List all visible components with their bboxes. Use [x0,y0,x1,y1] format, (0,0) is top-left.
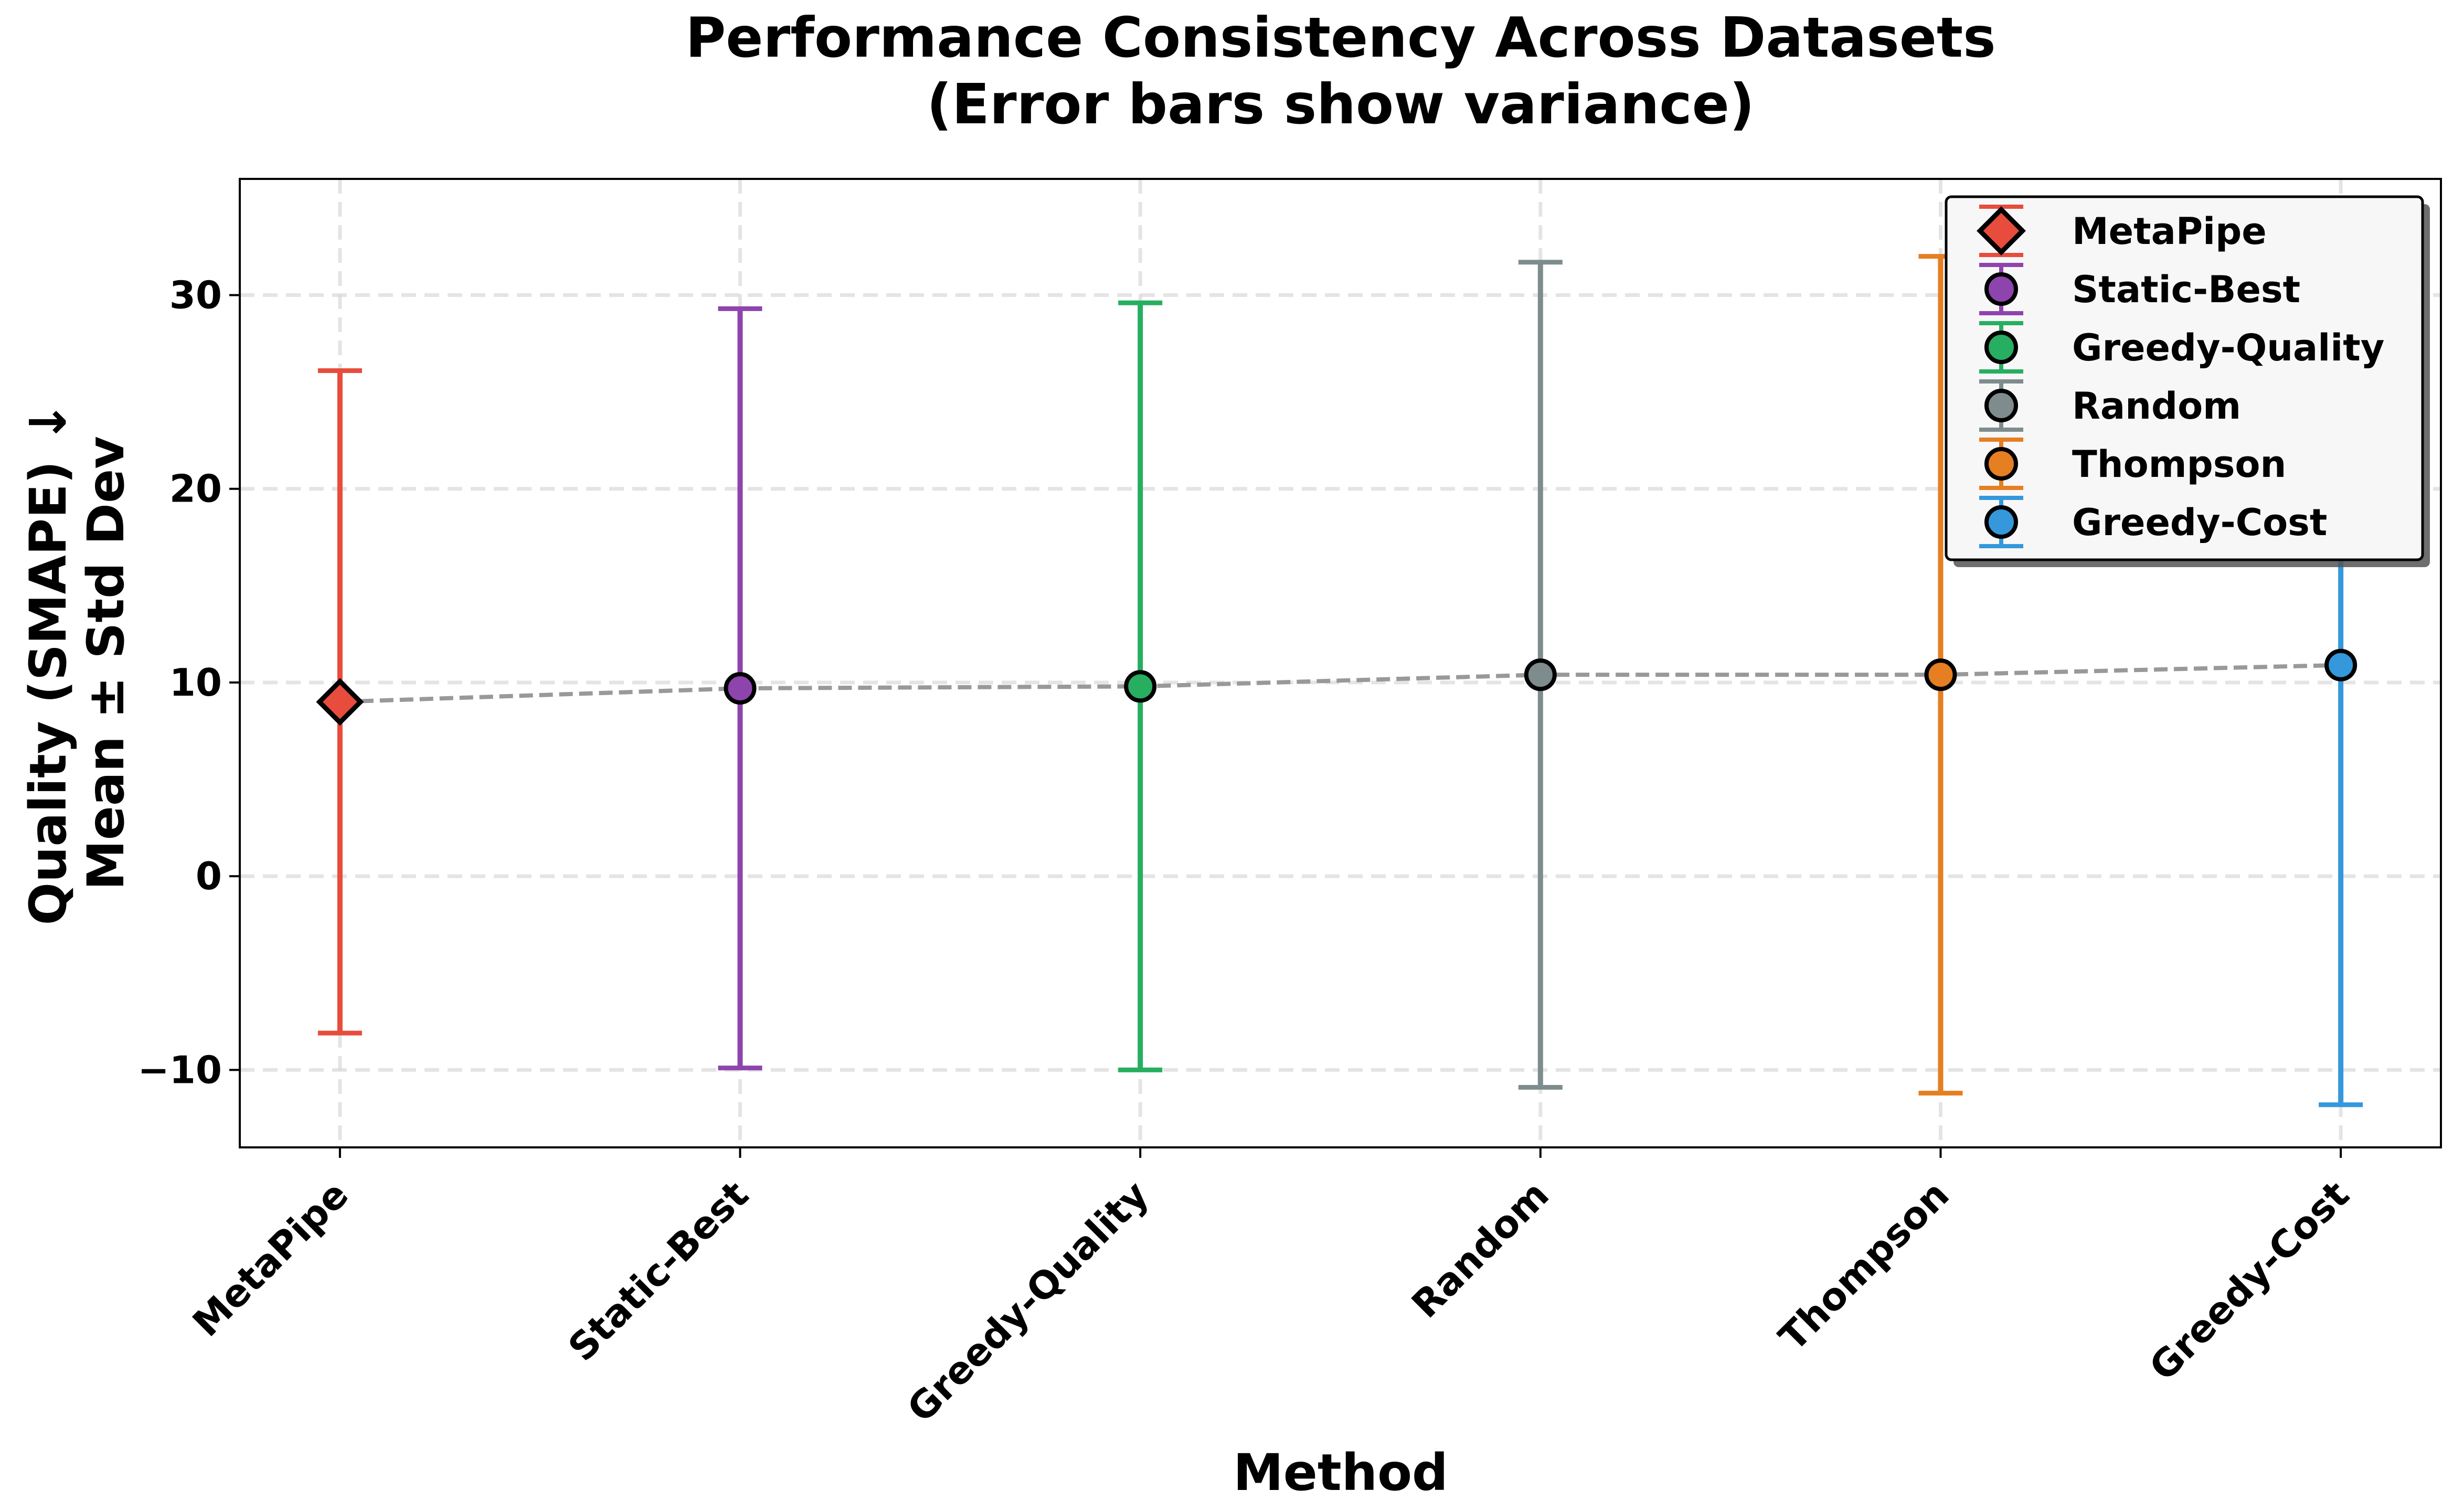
legend-label: Greedy-Cost [2072,501,2327,544]
legend-item-greedy-cost: Greedy-Cost [1979,496,2327,548]
mean-markers [316,648,2358,726]
y-tick-label: −10 [137,1048,222,1092]
trend-line-path [339,663,2341,704]
legend-label: Random [2072,385,2241,428]
mean-point-greedy-quality [1124,670,1157,703]
mean-point-random [1524,658,1557,691]
mean-point-thompson [1924,658,1957,691]
legend-item-thompson: Thompson [1979,438,2286,490]
chart-title-line-2: (Error bars show variance) [927,72,1755,136]
legend-marker [1984,505,2018,539]
y-axis-label-line-1: Quality (SMAPE) ↓ [19,401,78,925]
chart-title-line-1: Performance Consistency Across Datasets [685,6,1995,70]
legend-item-greedy-quality: Greedy-Quality [1979,321,2384,374]
plot-frame [239,178,2442,1148]
legend-marker [1984,272,2018,306]
y-tick-label: 0 [196,854,222,898]
legend-item-static-best: Static-Best [1979,263,2300,315]
legend: MetaPipe Static-Best Greedy-Quality Random T… [1945,195,2430,567]
legend-marker [1984,331,2018,364]
y-axis-label: Quality (SMAPE) ↓ Mean ± Std Dev [19,401,135,925]
legend-label: Greedy-Quality [2072,326,2384,369]
x-axis-label: Method [1233,1443,1448,1502]
y-tick-label: 20 [169,467,222,511]
mean-point-metapipe [316,678,364,726]
legend-label: Thompson [2072,443,2286,486]
legend-marker [1984,389,2018,422]
legend-item-random: Random [1979,379,2241,432]
legend-marker [1984,447,2018,481]
mean-point-static-best [724,672,757,705]
mean-point-greedy-cost [2324,648,2358,682]
trend-line [339,663,2341,704]
y-axis-label-line-2: Mean ± Std Dev [77,436,135,890]
legend-marker [1977,206,2026,255]
y-tick-label: 10 [169,661,222,705]
y-axis-ticks: −10 0 10 20 30 [137,273,240,1092]
legend-item-metapipe: MetaPipe [1977,205,2267,257]
legend-box [1945,195,2424,561]
legend-label: MetaPipe [2072,210,2267,253]
y-tick-label: 30 [169,273,222,317]
legend-label: Static-Best [2072,268,2300,311]
